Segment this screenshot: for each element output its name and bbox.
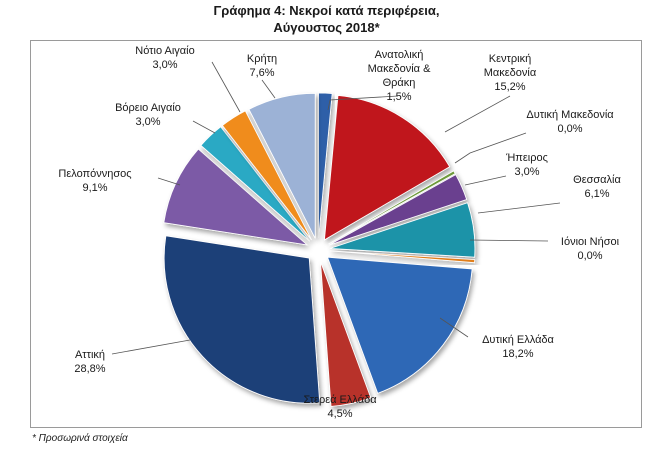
pie-slice-13 <box>248 92 316 239</box>
slice-label-10: Πελοπόννησος 9,1% <box>58 168 131 194</box>
leader-line-1 <box>327 95 399 111</box>
slice-label-1: Ανατολική Μακεδονία & Θράκη 1,5% <box>368 49 432 103</box>
slice-label-2: Κεντρική Μακεδονία 15,2% <box>484 53 537 93</box>
slice-label-3: Δυτική Μακεδονία 0,0% <box>526 109 614 135</box>
slice-label-6: Ιόνιοι Νήσοι 0,0% <box>561 236 620 262</box>
pie-slice-4 <box>328 174 468 246</box>
pie-slice-7 <box>326 256 473 394</box>
slice-label-13: Κρήτη 7,6% <box>247 53 277 79</box>
chart-title-line-1: Γράφημα 4: Νεκροί κατά περιφέρεια, <box>213 3 440 18</box>
pie-slice-1 <box>318 92 333 239</box>
chart-title-line-2: Αύγουστος 2018* <box>273 20 380 35</box>
pie-slice-12 <box>221 110 312 241</box>
leader-line-6 <box>469 239 549 242</box>
leader-line-5 <box>477 202 561 214</box>
chart-frame <box>30 40 642 428</box>
labels-layer: Ανατολική Μακεδονία & Θράκη 1,5% Κεντρική Μακ… <box>58 45 621 420</box>
slice-label-9: Αττική 28,8% <box>74 349 105 375</box>
slice-label-12: Νότιο Αιγαίο 3,0% <box>135 45 194 71</box>
pie-slice-6 <box>329 250 476 264</box>
pie-slice-9 <box>163 235 321 404</box>
leader-line-12 <box>211 61 241 113</box>
leader-line-9 <box>111 339 191 355</box>
slice-label-11: Βόρειο Αιγαίο 3,0% <box>115 102 181 128</box>
leader-lines <box>111 61 561 355</box>
chart-title: Γράφημα 4: Νεκροί κατά περιφέρεια, Αύγου… <box>0 2 653 36</box>
leader-line-2 <box>444 95 511 133</box>
pie-slice-11 <box>200 126 311 242</box>
leader-line-13 <box>261 79 276 99</box>
slice-label-5: Θεσσαλία 6,1% <box>573 174 621 200</box>
leader-line-3 <box>454 132 527 164</box>
slice-label-4: Ήπειρος 3,0% <box>505 152 548 178</box>
slice-label-7: Δυτική Ελλάδα 18,2% <box>482 334 554 360</box>
leader-line-7 <box>439 317 469 338</box>
leader-line-4 <box>464 175 507 186</box>
pie-slice-2 <box>323 95 451 241</box>
footnote: * Προσωρινά στοιχεία <box>32 433 128 444</box>
pie-slice-3 <box>328 170 456 245</box>
pie-slice-5 <box>329 202 476 258</box>
leader-line-11 <box>192 120 216 134</box>
slices-layer <box>163 92 476 407</box>
slice-label-8: Στερεά Ελλάδα 4,5% <box>303 394 377 420</box>
leader-line-10 <box>157 177 181 186</box>
pie-slice-8 <box>320 261 372 407</box>
